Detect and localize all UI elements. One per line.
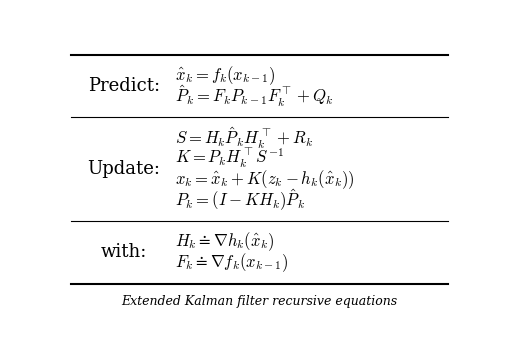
Text: Predict:: Predict: [88, 77, 160, 95]
Text: $K = P_k H_k^\top S^{-1}$: $K = P_k H_k^\top S^{-1}$ [175, 148, 283, 171]
Text: Extended Kalman filter recursive equations: Extended Kalman filter recursive equatio… [121, 295, 396, 308]
Text: $F_k \doteq \nabla f_k(x_{k-1})$: $F_k \doteq \nabla f_k(x_{k-1})$ [175, 251, 288, 274]
Text: $x_k = \hat{x}_k + K(z_k - h_k(\hat{x}_k))$: $x_k = \hat{x}_k + K(z_k - h_k(\hat{x}_k… [175, 168, 354, 191]
Text: $\hat{x}_k = f_k(x_{k-1})$: $\hat{x}_k = f_k(x_{k-1})$ [175, 64, 275, 87]
Text: Update:: Update: [87, 160, 160, 178]
Text: $P_k = (I - KH_k)\hat{P}_k$: $P_k = (I - KH_k)\hat{P}_k$ [175, 187, 305, 213]
Text: with:: with: [100, 244, 147, 261]
Text: $\hat{P}_k = F_k P_{k-1} F_k^\top + Q_k$: $\hat{P}_k = F_k P_{k-1} F_k^\top + Q_k$ [175, 84, 333, 109]
Text: $S = H_k \hat{P}_k H_k^\top + R_k$: $S = H_k \hat{P}_k H_k^\top + R_k$ [175, 126, 313, 151]
Text: $H_k \doteq \nabla h_k(\hat{x}_k)$: $H_k \doteq \nabla h_k(\hat{x}_k)$ [175, 231, 274, 253]
